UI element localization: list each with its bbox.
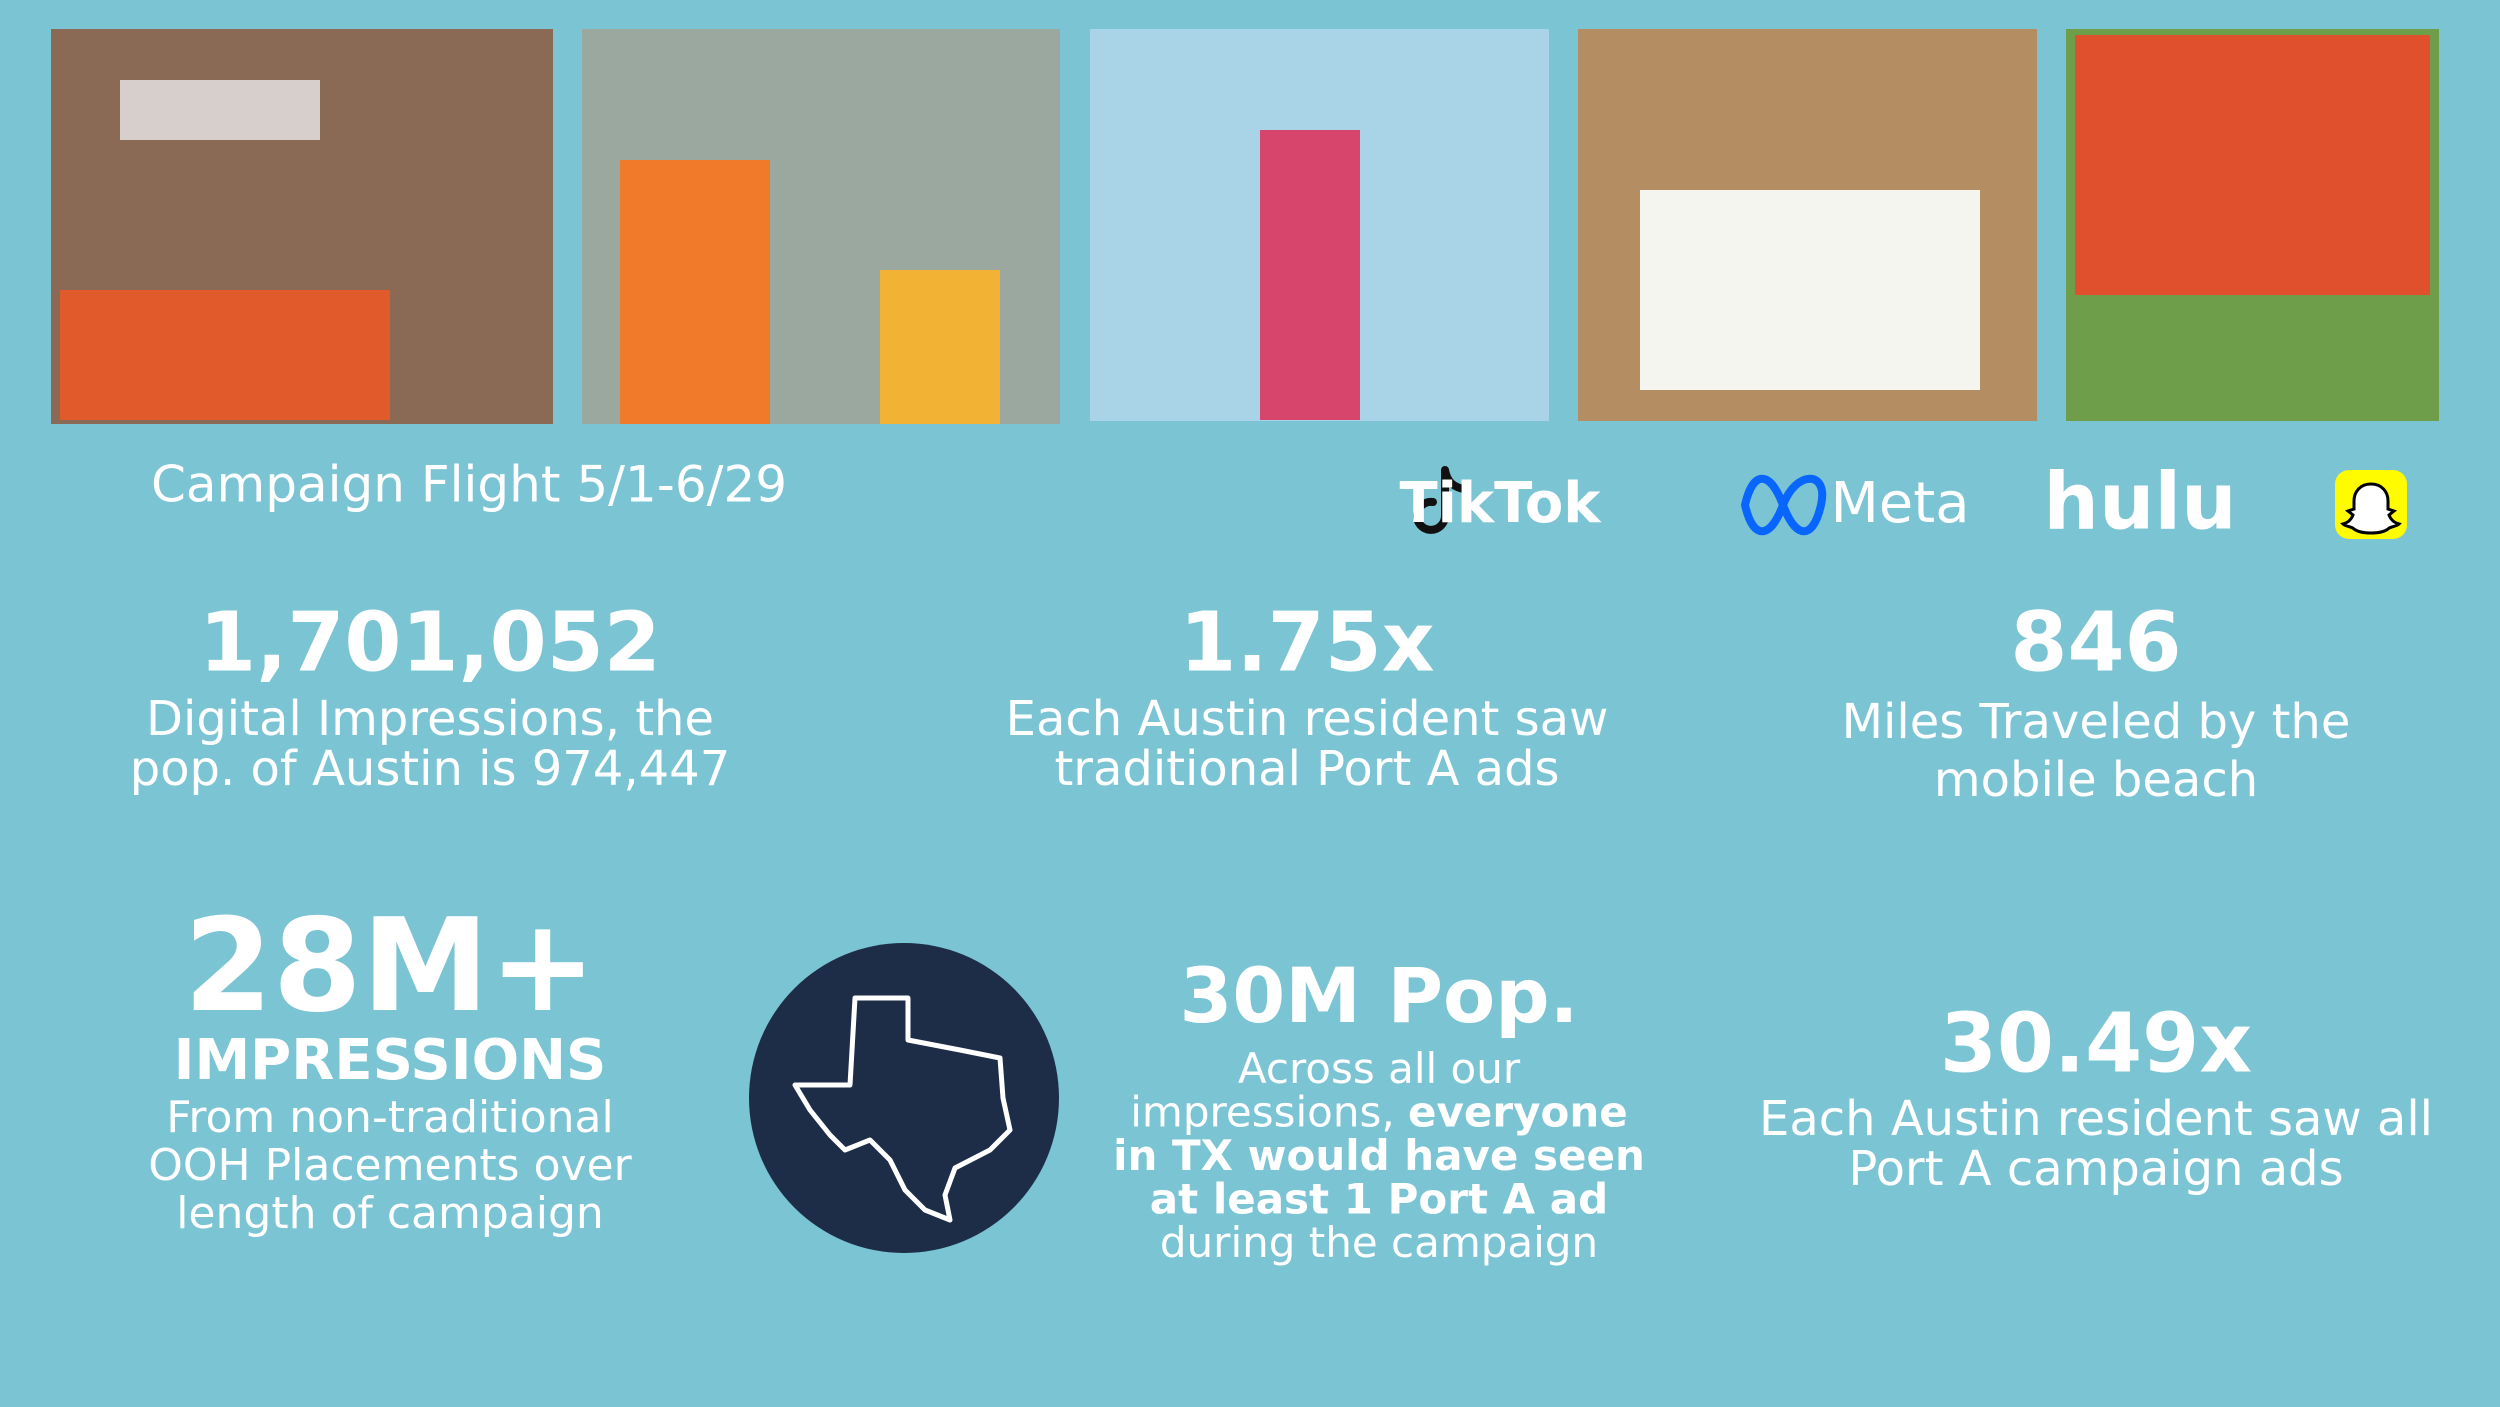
population-value: 30M Pop. xyxy=(1179,951,1578,1040)
population-line: during the campaign xyxy=(1160,1218,1598,1267)
platform-logo: TikTok xyxy=(1399,471,1602,536)
stat-label: pop. of Austin is 974,447 xyxy=(130,741,731,797)
population-segment: during the campaign xyxy=(1160,1218,1598,1267)
meta-mark xyxy=(1740,474,1827,536)
photo-detail xyxy=(60,290,390,420)
photo-detail xyxy=(620,160,770,424)
population-line: in TX would have seen xyxy=(1113,1131,1645,1180)
ooh-label: length of campaign xyxy=(176,1188,604,1239)
ooh-heading: IMPRESSIONS xyxy=(174,1028,607,1093)
population-segment: at least 1 Port A ad xyxy=(1150,1174,1608,1223)
stat-label: Digital Impressions, the xyxy=(146,691,714,747)
stat-label: mobile beach xyxy=(1934,752,2258,808)
photo-detail xyxy=(1640,190,1980,390)
photo-detail xyxy=(120,80,320,140)
all-ads-label: Each Austin resident saw all xyxy=(1759,1091,2433,1147)
population-line: Across all our xyxy=(1238,1044,1521,1093)
photo-detail xyxy=(2075,35,2430,295)
stat-value: 846 xyxy=(2010,595,2181,690)
population-segment: everyone xyxy=(1408,1087,1628,1136)
stat-label: Miles Traveled by the xyxy=(1842,694,2351,750)
ooh-value: 28M+ xyxy=(184,892,597,1041)
stat-value: 1,701,052 xyxy=(199,595,661,690)
population-segment: impressions, xyxy=(1130,1087,1408,1136)
texas-icon xyxy=(749,943,1059,1253)
population-segment: Across all our xyxy=(1238,1044,1521,1093)
platform-logo: Meta xyxy=(1830,471,1969,536)
tiktok-mark xyxy=(1413,466,1469,534)
stat-label: traditional Port A ads xyxy=(1054,741,1559,797)
all-ads-value: 30.49x xyxy=(1940,996,2252,1091)
campaign-flight: Campaign Flight 5/1-6/29 xyxy=(151,456,787,514)
population-line: impressions, everyone xyxy=(1130,1087,1627,1136)
stat-label: Each Austin resident saw xyxy=(1006,691,1609,747)
stat-value: 1.75x xyxy=(1179,595,1434,690)
population-line: at least 1 Port A ad xyxy=(1150,1174,1608,1223)
photo-strip xyxy=(51,29,2439,424)
photo-detail xyxy=(1260,130,1360,420)
ooh-label: From non-traditional xyxy=(166,1092,614,1143)
photo-detail xyxy=(880,270,1000,424)
population-segment: in TX would have seen xyxy=(1113,1131,1645,1180)
snapchat-logo xyxy=(2335,470,2407,539)
all-ads-label: Port A campaign ads xyxy=(1848,1141,2343,1197)
platform-logo: hulu xyxy=(2043,457,2236,547)
ooh-label: OOH Placements over xyxy=(148,1140,632,1191)
